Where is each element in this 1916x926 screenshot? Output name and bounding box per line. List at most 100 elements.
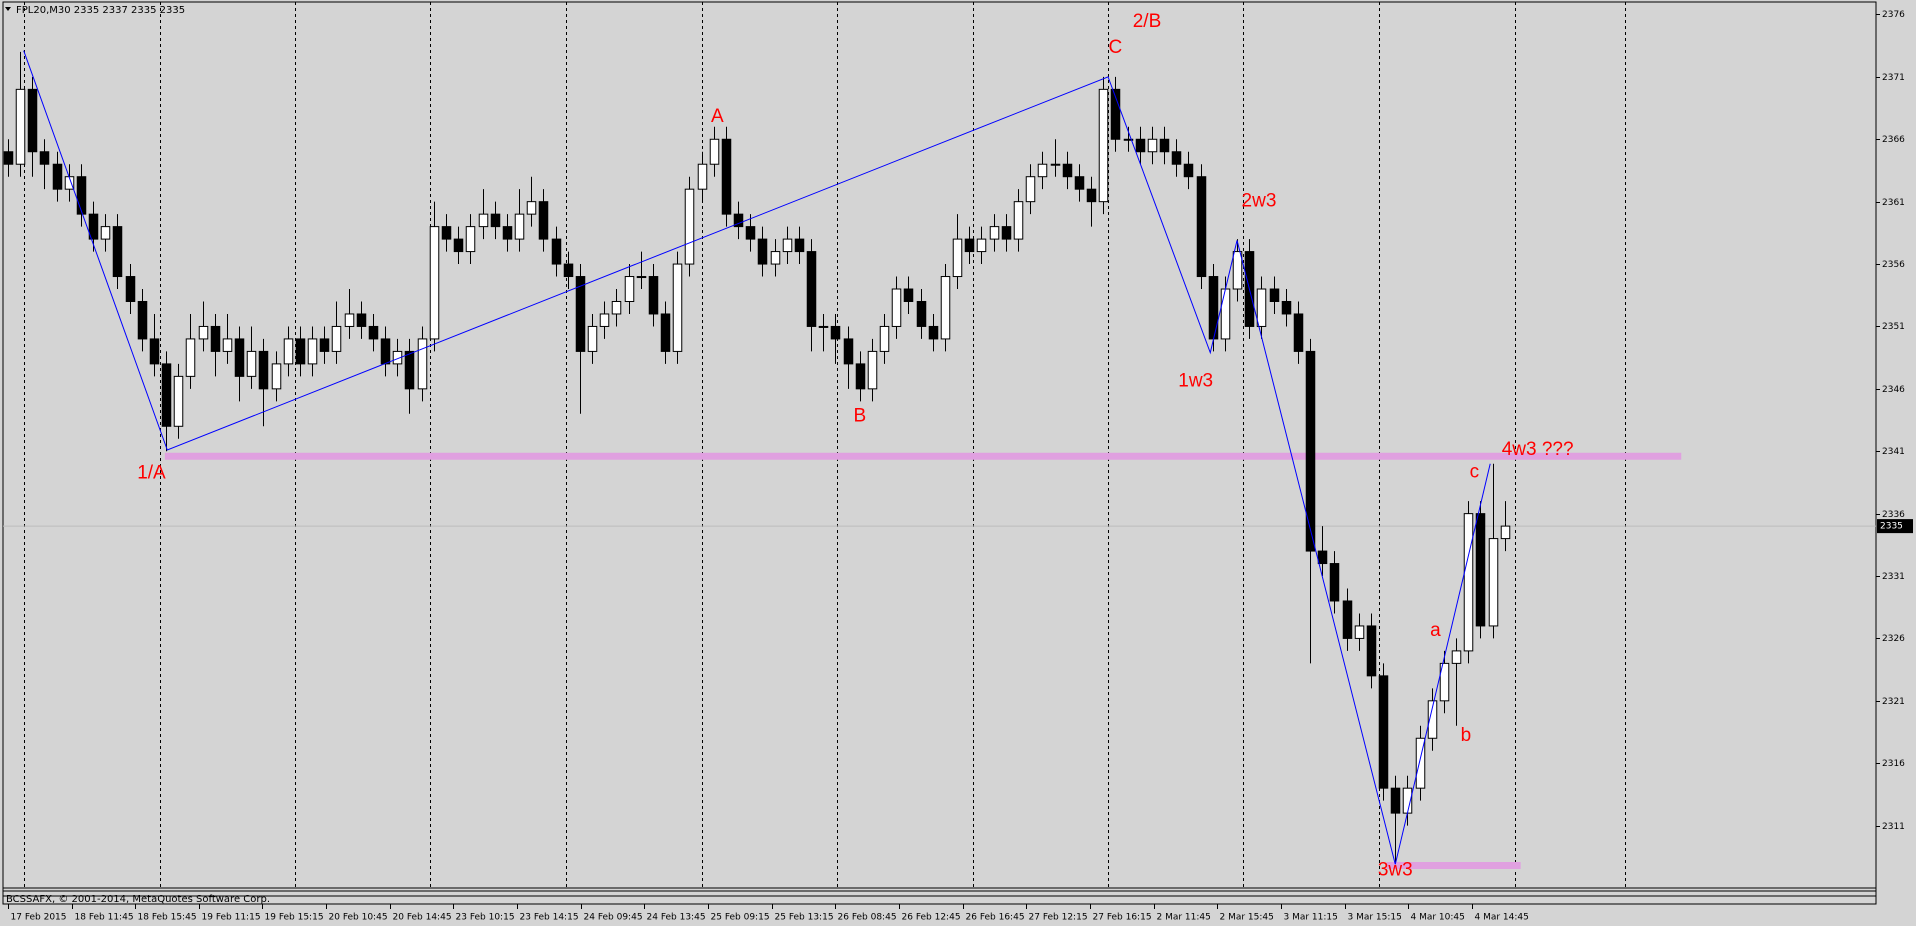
candle-body [1086, 188, 1097, 203]
y-tick-label: 2326 [1882, 634, 1905, 644]
candle-body [1317, 550, 1328, 565]
x-tick-label: 24 Feb 13:45 [647, 913, 706, 923]
current-price-label: 2335 [1880, 522, 1903, 532]
candle-body [1013, 201, 1024, 240]
x-tick-label: 25 Feb 09:15 [711, 913, 770, 923]
y-tick-label: 2341 [1882, 447, 1905, 457]
x-tick-label: 3 Mar 15:15 [1348, 913, 1402, 923]
candle-body [1171, 151, 1182, 165]
y-tick-label: 2331 [1882, 572, 1905, 582]
y-tick-label: 2361 [1882, 198, 1905, 208]
x-tick-label: 27 Feb 16:15 [1093, 913, 1152, 923]
candle-body [1025, 176, 1036, 203]
candle-body [234, 338, 245, 377]
candle-body [112, 226, 123, 278]
candle-body [1001, 226, 1012, 240]
candle-body [806, 251, 817, 327]
menu-arrow[interactable] [5, 7, 11, 11]
candle-body [587, 325, 598, 352]
candle-body [1427, 700, 1438, 739]
candle-body [271, 363, 282, 390]
candle-body [344, 313, 355, 327]
candle-body [940, 276, 951, 340]
candle-body [684, 188, 695, 265]
candle-body [100, 226, 111, 240]
candle-body [1463, 513, 1474, 652]
candle-body [173, 375, 184, 427]
candle-body [429, 226, 440, 340]
candle-body [368, 325, 379, 340]
candle-body [52, 163, 63, 190]
y-tick-label: 2321 [1882, 697, 1905, 707]
candle-body [1390, 787, 1401, 814]
candle-body [1342, 600, 1353, 639]
wave-label: B [853, 405, 866, 426]
candle-body [599, 313, 610, 327]
candle-body [319, 338, 330, 352]
wave-label: 1/A [137, 463, 166, 484]
wave-label: 1w3 [1178, 370, 1213, 391]
candle-body [1366, 625, 1377, 677]
wave-line [23, 50, 1491, 865]
x-tick-label: 26 Feb 16:45 [966, 913, 1025, 923]
candle-body [295, 338, 306, 365]
x-tick-label: 3 Mar 11:15 [1284, 913, 1338, 923]
x-tick-label: 2 Mar 11:45 [1157, 913, 1211, 923]
x-tick-label: 19 Feb 11:15 [202, 913, 261, 923]
x-tick-label: 19 Feb 15:15 [265, 913, 324, 923]
x-tick-label: 4 Mar 10:45 [1411, 913, 1465, 923]
candle-body [76, 176, 87, 215]
candle-body [125, 276, 136, 302]
candle-body [648, 276, 659, 315]
candle-body [478, 213, 489, 228]
candle-body [490, 213, 501, 228]
wave-label: A [711, 106, 724, 127]
x-tick-label: 20 Feb 10:45 [329, 913, 388, 923]
candle-body [1062, 163, 1073, 178]
candle-body [611, 300, 622, 315]
candle-body [697, 163, 708, 190]
candle-body [1500, 525, 1511, 540]
candle-body [210, 325, 221, 352]
candle-body [161, 363, 172, 427]
candle-body [1123, 138, 1134, 141]
candle-body [1378, 675, 1389, 789]
x-tick-label: 24 Feb 09:45 [584, 913, 643, 923]
candle-body [794, 238, 805, 253]
wave-label: 4w3 ??? [1502, 439, 1574, 460]
x-tick-label: 27 Feb 12:15 [1029, 913, 1088, 923]
candle-body [989, 226, 1000, 240]
y-tick-label: 2351 [1882, 322, 1905, 332]
candle-body [380, 338, 391, 365]
candle-body [526, 201, 537, 215]
candle-body [88, 213, 99, 240]
wave-label: 2w3 [1242, 191, 1277, 212]
y-tick-label: 2311 [1882, 822, 1905, 832]
candle-body [879, 325, 890, 352]
candle-body [1269, 288, 1280, 302]
candle-body [465, 226, 476, 253]
candle-body [916, 300, 927, 327]
wave-label: b [1461, 725, 1472, 746]
candle-body [855, 363, 866, 390]
candle-body [331, 325, 342, 352]
x-tick-label: 2 Mar 15:45 [1220, 913, 1274, 923]
candle-body [818, 325, 829, 328]
x-tick-label: 18 Feb 11:45 [75, 913, 134, 923]
candle-body [1196, 176, 1207, 278]
candle-body [709, 138, 720, 165]
x-tick-label: 26 Feb 12:45 [902, 913, 961, 923]
candle-body [1293, 313, 1304, 352]
candle-body [1074, 176, 1085, 190]
x-tick-label: 23 Feb 10:15 [456, 913, 515, 923]
candle-body [672, 263, 683, 352]
candle-body [976, 238, 987, 253]
candle-body [1451, 650, 1462, 664]
x-tick-label: 17 Feb 2015 [11, 913, 67, 923]
y-tick-label: 2336 [1882, 510, 1905, 520]
wave-label: 3w3 [1378, 860, 1413, 881]
candle-body [1208, 276, 1219, 340]
chart-title: FPL20,M30 2335 2337 2335 2335 [16, 5, 185, 16]
x-tick-label: 23 Feb 14:15 [520, 913, 579, 923]
